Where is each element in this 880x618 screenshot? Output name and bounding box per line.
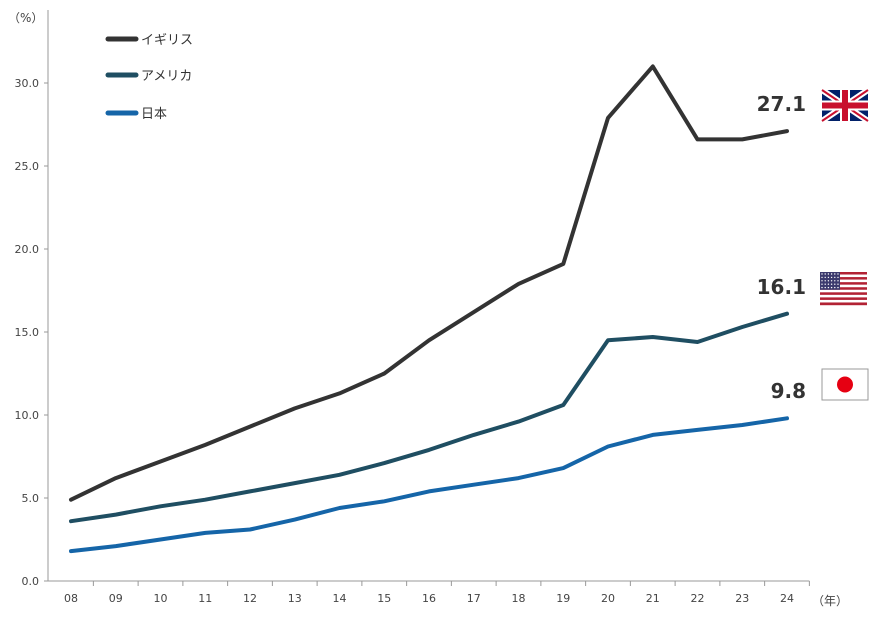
y-tick-label: 25.0 [15, 160, 40, 173]
x-tick-label: 13 [288, 592, 302, 605]
x-tick-label: 22 [691, 592, 705, 605]
end-value-label: 27.1 [757, 92, 806, 116]
series-line-0 [69, 64, 789, 502]
x-tick-label: 08 [64, 592, 78, 605]
y-axis-ticks: 0.0 5.0 10.0 15.0 20.0 25.0 30.0 [15, 77, 48, 588]
flags [820, 87, 870, 401]
series-lines [69, 64, 789, 554]
x-tick-label: 10 [154, 592, 168, 605]
end-labels: 27.1 16.1 9.8 [757, 92, 806, 403]
y-tick-label: 15.0 [15, 326, 40, 339]
x-tick-label: 21 [646, 592, 660, 605]
y-tick-label: 0.0 [22, 575, 40, 588]
x-tick-label: 16 [422, 592, 436, 605]
end-value-label: 16.1 [757, 275, 806, 299]
axes [47, 10, 810, 582]
legend-label: 日本 [141, 107, 167, 122]
end-value-label: 9.8 [771, 379, 806, 403]
x-tick-label: 14 [333, 592, 347, 605]
x-tick-label: 11 [198, 592, 212, 605]
uk-flag-icon [820, 87, 870, 124]
x-tick-label: 23 [735, 592, 749, 605]
y-tick-label: 20.0 [15, 243, 40, 256]
x-tick-label: 24 [780, 592, 794, 605]
y-tick-label: 5.0 [22, 492, 40, 505]
us-flag-icon [820, 272, 867, 306]
x-tick-label: 15 [377, 592, 391, 605]
x-axis-ticks: 08 09 10 11 12 13 14 15 16 17 18 19 20 21 22 23 24 [64, 581, 810, 605]
x-axis-unit-label: （年） [812, 594, 848, 608]
x-tick-label: 19 [556, 592, 570, 605]
japan-flag-icon [821, 368, 869, 401]
legend-label: イギリス [141, 33, 193, 48]
series-line-2 [69, 416, 789, 554]
series-line-1 [69, 311, 789, 524]
legend-label: アメリカ [141, 69, 192, 84]
x-tick-label: 18 [512, 592, 526, 605]
x-tick-label: 20 [601, 592, 615, 605]
x-tick-label: 12 [243, 592, 257, 605]
x-tick-label: 17 [467, 592, 481, 605]
y-tick-label: 30.0 [15, 77, 40, 90]
x-tick-label: 09 [109, 592, 123, 605]
y-tick-label: 10.0 [15, 409, 40, 422]
y-axis-unit-label: （%） [8, 11, 43, 25]
